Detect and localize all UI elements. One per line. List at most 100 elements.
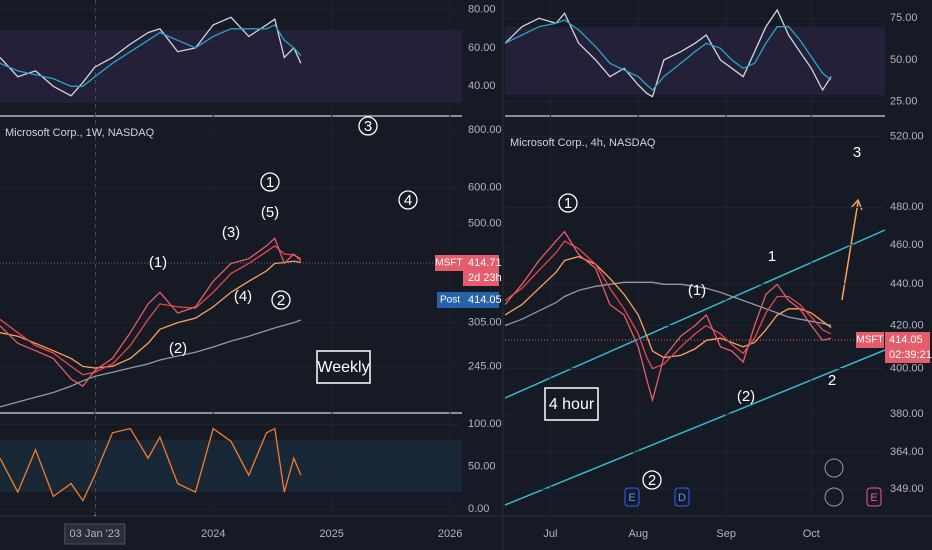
y-tick-label: 80.00	[468, 3, 496, 15]
crosshair-label-bg	[64, 523, 126, 545]
annotation: 2	[277, 292, 285, 309]
series-line	[0, 237, 302, 387]
event-icon	[674, 487, 690, 507]
x-tick-label: Aug	[628, 528, 648, 540]
series-line	[505, 19, 832, 91]
y-tick-label: 420.00	[890, 319, 924, 331]
post-tag	[437, 292, 463, 308]
series-line	[0, 24, 302, 87]
x-tick-label: 2026	[438, 528, 462, 540]
price-tag	[885, 332, 930, 363]
y-tick-label: 400.00	[890, 363, 924, 375]
annotation: (1)	[149, 254, 167, 271]
annotation: 2	[828, 372, 836, 389]
x-tick-label: 2024	[201, 528, 225, 540]
series-line	[505, 240, 832, 370]
pane-title: Microsoft Corp., 4h, NASDAQ	[510, 137, 656, 149]
series-line	[505, 255, 832, 359]
symbol-tag-text: MSFT	[856, 335, 883, 346]
event-icon-text: D	[678, 492, 686, 504]
icon[interactable]	[824, 487, 844, 507]
y-tick-label: 305.00	[468, 317, 502, 329]
annotation: (2)	[737, 388, 755, 405]
y-tick-label: 60.00	[468, 42, 496, 54]
x-tick-label: Jul	[543, 528, 557, 540]
y-tick-label: 50.00	[890, 54, 918, 66]
annotation: 1	[564, 195, 572, 212]
price-tag-text: 414.71	[468, 257, 502, 269]
symbol-tag	[856, 332, 884, 348]
channel-line	[504, 229, 886, 399]
annotation-circle	[398, 190, 418, 210]
price-tag-text: 414.05	[889, 334, 923, 346]
rsi-band	[505, 27, 885, 95]
y-tick-label: 480.00	[890, 201, 924, 213]
y-tick-label: 75.00	[890, 12, 918, 24]
y-tick-label: 500.00	[468, 218, 502, 230]
annotation: (5)	[261, 204, 279, 221]
label-box	[316, 350, 371, 384]
event-icon-text: E	[870, 492, 877, 504]
y-tick-label: 25.00	[890, 96, 918, 108]
label-box-text: 4 hour	[549, 396, 595, 413]
event-icon	[624, 487, 640, 507]
x-tick-label: 2025	[319, 528, 343, 540]
series-line	[505, 230, 832, 403]
x-tick-label: Oct	[803, 528, 820, 540]
annotation: (1)	[688, 282, 706, 299]
icon[interactable]	[824, 458, 844, 478]
series-line	[505, 281, 832, 327]
y-tick-label: 100.00	[468, 418, 502, 430]
osc-band	[0, 440, 462, 492]
annotation: (3)	[222, 224, 240, 241]
annotation: 1	[768, 248, 776, 265]
y-tick-label: 0.00	[468, 503, 489, 515]
label-box	[544, 387, 599, 421]
event-icon-text: E	[628, 492, 635, 504]
series-line	[0, 260, 302, 369]
annotation: 3	[853, 144, 861, 161]
event-icon	[866, 487, 882, 507]
series-line	[0, 244, 302, 376]
annotation: (2)	[169, 340, 187, 357]
annotation: 2	[648, 472, 656, 489]
rsi-band	[0, 30, 462, 103]
countdown-text: 2d 23h	[468, 272, 502, 284]
annotation-circle	[271, 290, 291, 310]
symbol-tag	[435, 255, 463, 271]
annotation-circle	[260, 172, 280, 192]
series-line	[0, 16, 302, 97]
x-tick-label: 03 Jan '23	[70, 528, 120, 540]
y-tick-label: 40.00	[468, 80, 496, 92]
annotation: 3	[364, 118, 372, 135]
price-tag	[463, 255, 499, 286]
annotation: 1	[266, 174, 274, 191]
post-price-text: 414.05	[468, 294, 502, 306]
arrow	[841, 198, 863, 301]
channel-line	[504, 349, 886, 506]
symbol-tag-text: MSFT	[435, 258, 462, 269]
post-tag-text: Post	[440, 295, 460, 306]
series-line	[0, 427, 302, 502]
y-tick-label: 600.00	[468, 181, 502, 193]
annotation-circle	[642, 470, 662, 490]
post-price-tag	[463, 292, 499, 308]
y-tick-label: 800.00	[468, 124, 502, 136]
y-tick-label: 349.00	[890, 483, 924, 495]
annotation-circle	[558, 193, 578, 213]
y-tick-label: 380.00	[890, 408, 924, 420]
y-tick-label: 245.00	[468, 360, 502, 372]
countdown-text: 02:39:21	[889, 349, 932, 361]
y-tick-label: 50.00	[468, 461, 496, 473]
y-tick-label: 460.00	[890, 239, 924, 251]
label-box-text: Weekly	[317, 359, 369, 376]
annotation: 4	[404, 192, 412, 209]
series-line	[0, 319, 302, 408]
annotation-circle	[358, 116, 378, 136]
y-tick-label: 520.00	[890, 130, 924, 142]
x-tick-label: Sep	[716, 528, 736, 540]
y-tick-label: 364.00	[890, 446, 924, 458]
annotation: (4)	[234, 288, 252, 305]
